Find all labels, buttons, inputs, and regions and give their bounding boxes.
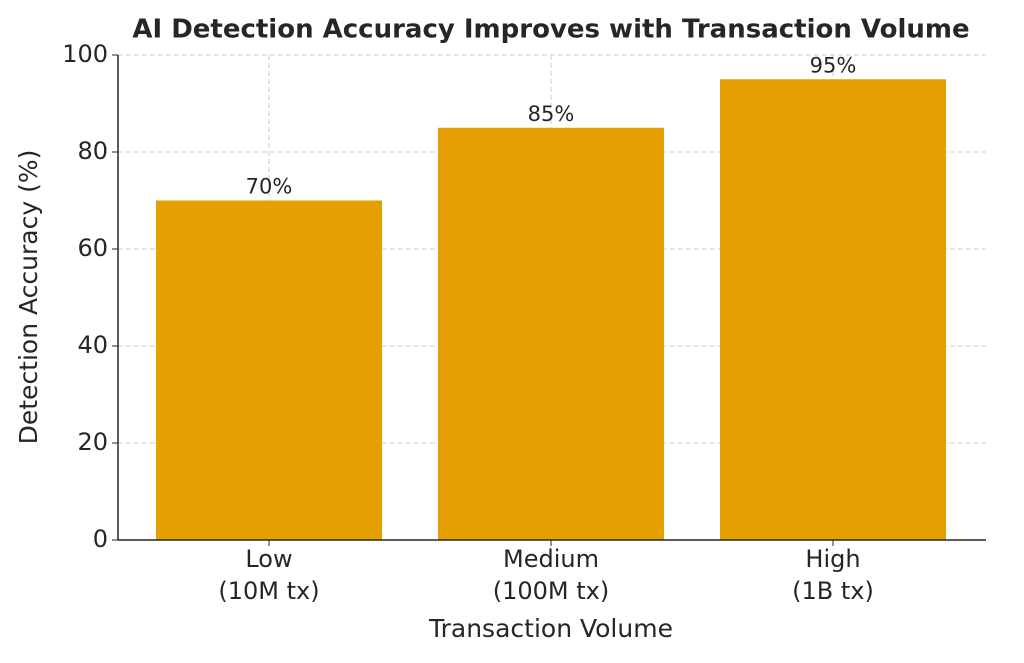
bar xyxy=(156,200,382,540)
bar xyxy=(720,79,946,540)
y-tick-label: 20 xyxy=(77,428,108,456)
y-axis-label: Detection Accuracy (%) xyxy=(14,150,43,445)
value-label: 85% xyxy=(528,102,575,126)
bar xyxy=(438,127,664,540)
value-label: 70% xyxy=(246,175,293,199)
x-tick-label: Low (10M tx) xyxy=(218,545,319,605)
y-tick-label: 40 xyxy=(77,331,108,359)
x-tick-label: Medium (100M tx) xyxy=(493,545,609,605)
chart-title: AI Detection Accuracy Improves with Tran… xyxy=(132,15,969,45)
y-tick-label: 0 xyxy=(93,525,108,553)
x-tick-label: High (1B tx) xyxy=(792,545,874,605)
value-label: 95% xyxy=(810,53,857,77)
x-axis-label: Transaction Volume xyxy=(428,614,673,643)
y-tick-label: 60 xyxy=(77,234,108,262)
y-tick-label: 80 xyxy=(77,137,108,165)
y-tick-label: 100 xyxy=(62,40,108,68)
